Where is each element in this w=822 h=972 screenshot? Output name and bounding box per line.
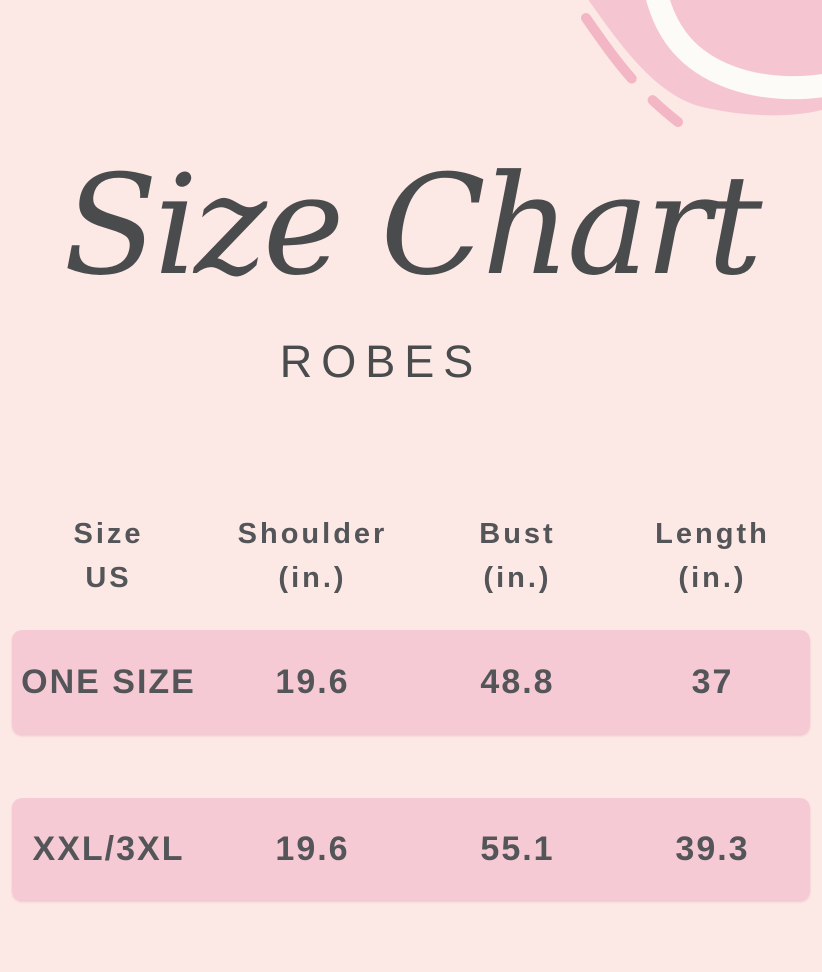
table-row-xxl-3xl: XXL/3XL 19.6 55.1 39.3 [12, 798, 810, 900]
header-line: (in.) [483, 562, 552, 594]
length-value: 37 [691, 663, 734, 701]
header-line: Size [73, 518, 144, 550]
length-value: 39.3 [675, 830, 750, 868]
header-line: (in.) [678, 562, 747, 594]
table-header-row: Size US Shoulder (in.) Bust (in.) Length… [12, 512, 810, 600]
header-line: Length [655, 518, 770, 550]
column-header-size-us: Size US [12, 512, 205, 600]
dashed-accent-stroke [581, 13, 683, 127]
shoulder-value: 19.6 [275, 663, 350, 701]
bust-value: 55.1 [480, 830, 555, 868]
size-table: Size US Shoulder (in.) Bust (in.) Length… [12, 512, 810, 900]
column-header-bust: Bust (in.) [420, 512, 615, 600]
size-label: XXL/3XL [32, 830, 185, 868]
size-label: ONE SIZE [21, 663, 196, 701]
column-header-length: Length (in.) [615, 512, 810, 600]
header-line: US [85, 562, 132, 594]
page-title: Size Chart [63, 145, 762, 306]
header-line: Shoulder [237, 518, 388, 550]
subtitle-robes: ROBES [279, 336, 483, 387]
pink-blob-shape [588, 0, 822, 116]
shoulder-value: 19.6 [275, 830, 350, 868]
white-swoosh-stroke [646, 0, 822, 100]
column-header-shoulder: Shoulder (in.) [205, 512, 420, 600]
header-line: Bust [479, 518, 556, 550]
title-block: Size Chart ROBES [0, 112, 822, 388]
bust-value: 48.8 [480, 663, 555, 701]
header-line: (in.) [278, 562, 347, 594]
table-row-one-size: ONE SIZE 19.6 48.8 37 [12, 630, 810, 734]
